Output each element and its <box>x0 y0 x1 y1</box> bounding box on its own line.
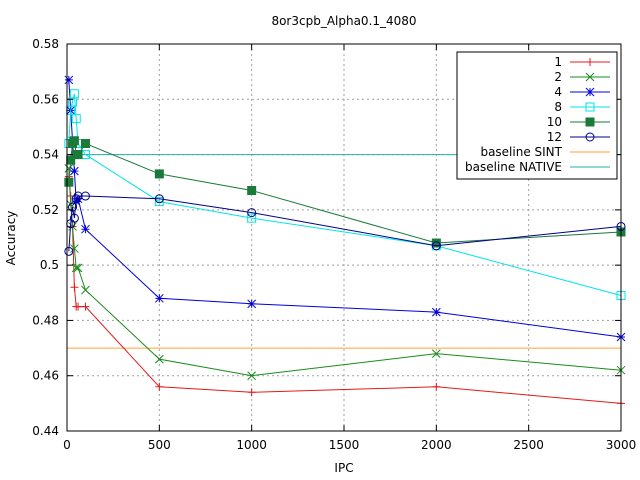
x-tick-label: 500 <box>148 438 171 452</box>
data-point <box>64 75 74 85</box>
data-point <box>154 194 164 204</box>
y-tick-label: 0.5 <box>40 258 59 272</box>
series-lines <box>64 75 626 408</box>
legend-marker <box>585 87 595 97</box>
legend-marker <box>585 72 595 82</box>
data-point <box>64 177 74 187</box>
series-2 <box>64 164 626 381</box>
data-point <box>73 194 83 204</box>
data-point <box>73 263 83 273</box>
data-point <box>70 283 79 292</box>
legend-marker <box>585 117 595 127</box>
data-point <box>73 150 83 160</box>
data-point <box>70 244 79 253</box>
data-point <box>247 213 257 223</box>
y-tick-label: 0.48 <box>32 313 59 327</box>
data-point <box>247 371 257 381</box>
x-tick-label: 1500 <box>329 438 360 452</box>
x-tick-label: 2500 <box>513 438 544 452</box>
legend-label: baseline SINT <box>480 145 562 159</box>
legend-marker <box>585 132 595 142</box>
data-point <box>247 186 257 196</box>
data-point <box>247 299 257 309</box>
data-point <box>70 166 79 176</box>
legend-marker <box>586 58 594 66</box>
legend-label: baseline NATIVE <box>465 160 562 174</box>
x-axis-label: IPC <box>334 461 353 475</box>
data-point <box>69 213 79 223</box>
x-tick-label: 2000 <box>421 438 452 452</box>
data-point <box>69 136 79 146</box>
data-point <box>80 191 90 201</box>
legend-label: 4 <box>554 85 562 99</box>
x-tick-label: 1000 <box>236 438 267 452</box>
data-point <box>431 241 441 251</box>
series-12 <box>64 191 626 256</box>
legend-label: 1 <box>554 55 562 69</box>
data-point <box>154 354 164 364</box>
legend-marker <box>585 102 595 112</box>
data-point <box>247 388 256 397</box>
data-point <box>154 197 164 207</box>
legend-label: 12 <box>547 130 562 144</box>
data-point <box>71 194 81 204</box>
y-tick-label: 0.54 <box>32 148 59 162</box>
data-point <box>74 302 83 311</box>
series-line-12 <box>68 195 622 252</box>
y-tick-label: 0.46 <box>32 369 59 383</box>
data-point <box>155 382 164 391</box>
y-axis-label: Accuracy <box>4 211 18 266</box>
axis-ticks: 0.44 0.46 0.48 0.5 0.52 0.54 0.56 0.58 0 500 1000 1… <box>32 37 636 452</box>
data-point <box>80 139 90 149</box>
legend-box <box>456 51 618 180</box>
data-point <box>247 208 257 218</box>
y-tick-label: 0.58 <box>32 37 59 51</box>
data-point <box>81 285 90 295</box>
data-point <box>431 349 441 358</box>
x-tick-label: 3000 <box>606 438 637 452</box>
y-tick-label: 0.44 <box>32 424 59 438</box>
data-point <box>81 302 90 311</box>
data-point <box>69 89 79 99</box>
data-point <box>68 202 78 212</box>
data-point <box>73 191 83 201</box>
data-point <box>431 307 441 317</box>
x-tick-label: 0 <box>63 438 71 452</box>
data-point <box>71 114 81 124</box>
legend-label: 10 <box>547 115 562 129</box>
data-point <box>154 169 164 179</box>
legend-label: 2 <box>554 70 562 84</box>
data-point <box>432 382 441 391</box>
data-point <box>64 246 74 256</box>
y-tick-label: 0.52 <box>32 203 59 217</box>
legend-label: 8 <box>554 100 562 114</box>
chart-title: 8or3cpb_Alpha0.1_4080 <box>271 14 416 28</box>
y-tick-label: 0.56 <box>32 92 59 106</box>
data-point <box>431 238 441 248</box>
data-point <box>154 293 164 303</box>
data-point <box>71 263 81 273</box>
data-point <box>81 224 90 234</box>
